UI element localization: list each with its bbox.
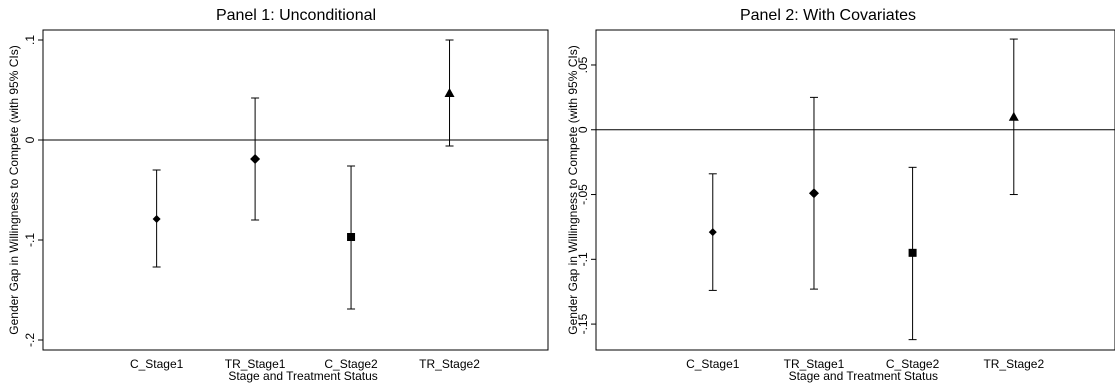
point-estimate-triangle [444, 88, 455, 97]
y-tick-label: .1 [23, 35, 37, 45]
x-category-label: TR_Stage2 [983, 357, 1044, 371]
point-estimate-diamond [250, 154, 261, 164]
x-category-label: C_Stage1 [686, 357, 740, 371]
x-category-label: C_Stage1 [130, 357, 184, 371]
y-tick-label: 0 [576, 126, 590, 133]
y-tick-label: -.1 [23, 233, 37, 247]
y-tick-label: -.2 [23, 333, 37, 347]
y-tick-label: -.15 [576, 313, 590, 334]
x-category-label: TR_Stage1 [225, 357, 286, 371]
point-estimate-diamond [152, 215, 161, 223]
point-estimate-diamond [808, 188, 819, 199]
panel-1-title: Panel 1: Unconditional [216, 7, 376, 24]
y-axis-label: Gender Gap in Willingness to Compete (wi… [566, 45, 580, 334]
y-tick-label: .05 [576, 56, 590, 73]
x-category-label: TR_Stage1 [784, 357, 845, 371]
y-axis-label: Gender Gap in Willingness to Compete (wi… [7, 45, 21, 334]
point-estimate-square [908, 248, 917, 257]
point-estimate-square [347, 233, 356, 241]
x-category-label: TR_Stage2 [419, 357, 480, 371]
y-tick-label: -.1 [576, 252, 590, 266]
x-axis-label: Stage and Treatment Status [228, 369, 377, 383]
x-category-label: C_Stage2 [324, 357, 378, 371]
plot-frame [595, 29, 1115, 351]
y-tick-label: 0 [23, 136, 37, 143]
plot-frame [42, 29, 549, 351]
y-tick-label: -.05 [576, 184, 590, 205]
point-estimate-triangle [1008, 111, 1019, 121]
panel-2: Panel 2: With Covariates .05 0 -.05 -.1 -.15G… [566, 7, 1115, 383]
x-category-label: C_Stage2 [886, 357, 940, 371]
x-axis-label: Stage and Treatment Status [789, 369, 938, 383]
point-estimate-diamond [708, 228, 717, 237]
panel-2-title: Panel 2: With Covariates [740, 7, 916, 24]
